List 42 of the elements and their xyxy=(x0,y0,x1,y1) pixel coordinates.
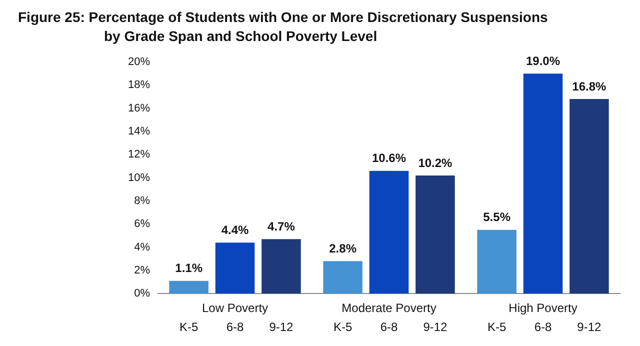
text: 2.8% xyxy=(329,241,356,256)
text: 5.5% xyxy=(483,210,510,224)
chart-title: Figure 25: Percentage of Students with One or More Discretionary Suspensions by Grade Span and School Poverty Level xyxy=(18,8,549,46)
text: 10.2% xyxy=(418,156,452,170)
text: 4.7% xyxy=(268,219,295,234)
bar xyxy=(262,239,301,294)
y-tick-label: 6% xyxy=(134,218,150,230)
x-tick-label: Low Poverty xyxy=(202,301,268,316)
bar xyxy=(477,230,516,294)
text: 1.1% xyxy=(175,261,202,276)
y-tick-label: 8% xyxy=(134,194,150,207)
text: 16.8% xyxy=(572,79,606,94)
text: 9-12 xyxy=(423,320,448,334)
bar xyxy=(323,261,362,294)
text: K-5 xyxy=(487,320,506,334)
text: 6-8 xyxy=(534,320,552,334)
bar xyxy=(416,175,455,294)
text: K-5 xyxy=(333,320,352,334)
bar xyxy=(369,170,409,294)
y-tick-label: 18% xyxy=(128,79,150,92)
y-tick-label: 4% xyxy=(134,241,150,254)
text: K-5 xyxy=(179,320,198,334)
text: 19.0% xyxy=(526,54,560,68)
y-tick-label: 2% xyxy=(134,264,150,276)
text: 6-8 xyxy=(226,320,244,334)
text: 6-8 xyxy=(380,320,398,334)
bar xyxy=(215,242,255,294)
bar xyxy=(523,74,563,294)
x-tick-label: High Poverty xyxy=(508,301,578,316)
x-tick-label: Moderate Poverty xyxy=(342,301,436,316)
text: 4.4% xyxy=(221,222,249,237)
text: 9-12 xyxy=(269,320,294,334)
y-tick-label: 12% xyxy=(128,148,150,161)
y-tick-label: 0% xyxy=(134,288,150,300)
y-tick-label: 10% xyxy=(128,172,150,184)
text: 9-12 xyxy=(577,320,602,334)
y-tick-label: 20% xyxy=(128,56,150,68)
text: 10.6% xyxy=(372,151,406,166)
y-tick-label: 16% xyxy=(128,102,150,114)
bar xyxy=(169,280,208,294)
bar xyxy=(570,99,609,294)
y-tick-label: 14% xyxy=(128,126,150,138)
